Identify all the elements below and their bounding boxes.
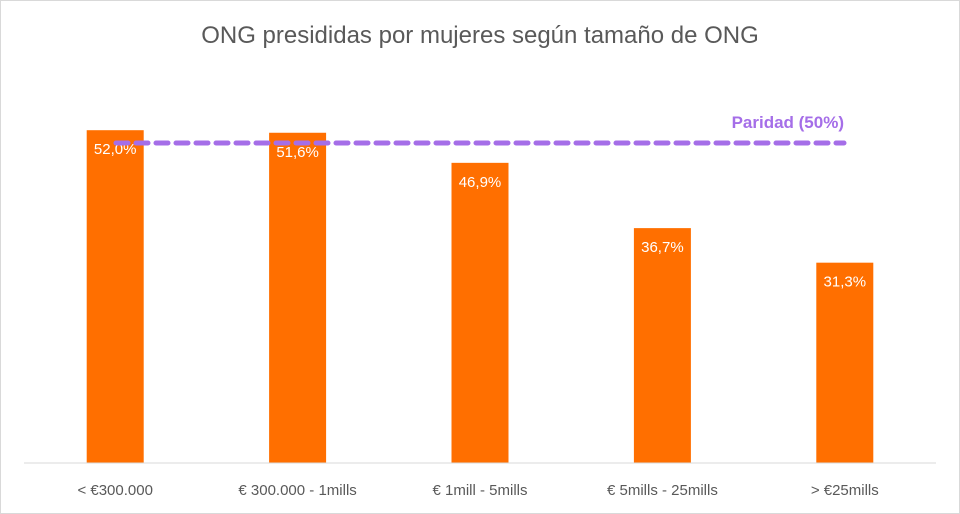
bar	[633, 228, 691, 463]
x-tick-label: € 300.000 - 1mills	[238, 482, 356, 499]
x-tick-label: > €25mills	[811, 482, 879, 499]
data-label: 51,6%	[276, 144, 319, 161]
bar	[269, 132, 327, 463]
x-tick-label: € 5mills - 25mills	[607, 482, 718, 499]
data-label: 36,7%	[641, 239, 684, 256]
chart-title: ONG presididas por mujeres según tamaño …	[201, 22, 759, 49]
data-label: 31,3%	[824, 274, 867, 291]
bar	[816, 262, 874, 463]
parity-label: Paridad (50%)	[732, 113, 844, 132]
data-label: 46,9%	[459, 174, 502, 191]
bar	[451, 162, 509, 463]
x-tick-label: € 1mill - 5mills	[432, 482, 527, 499]
x-tick-label: < €300.000	[77, 482, 153, 499]
bar	[86, 130, 144, 463]
